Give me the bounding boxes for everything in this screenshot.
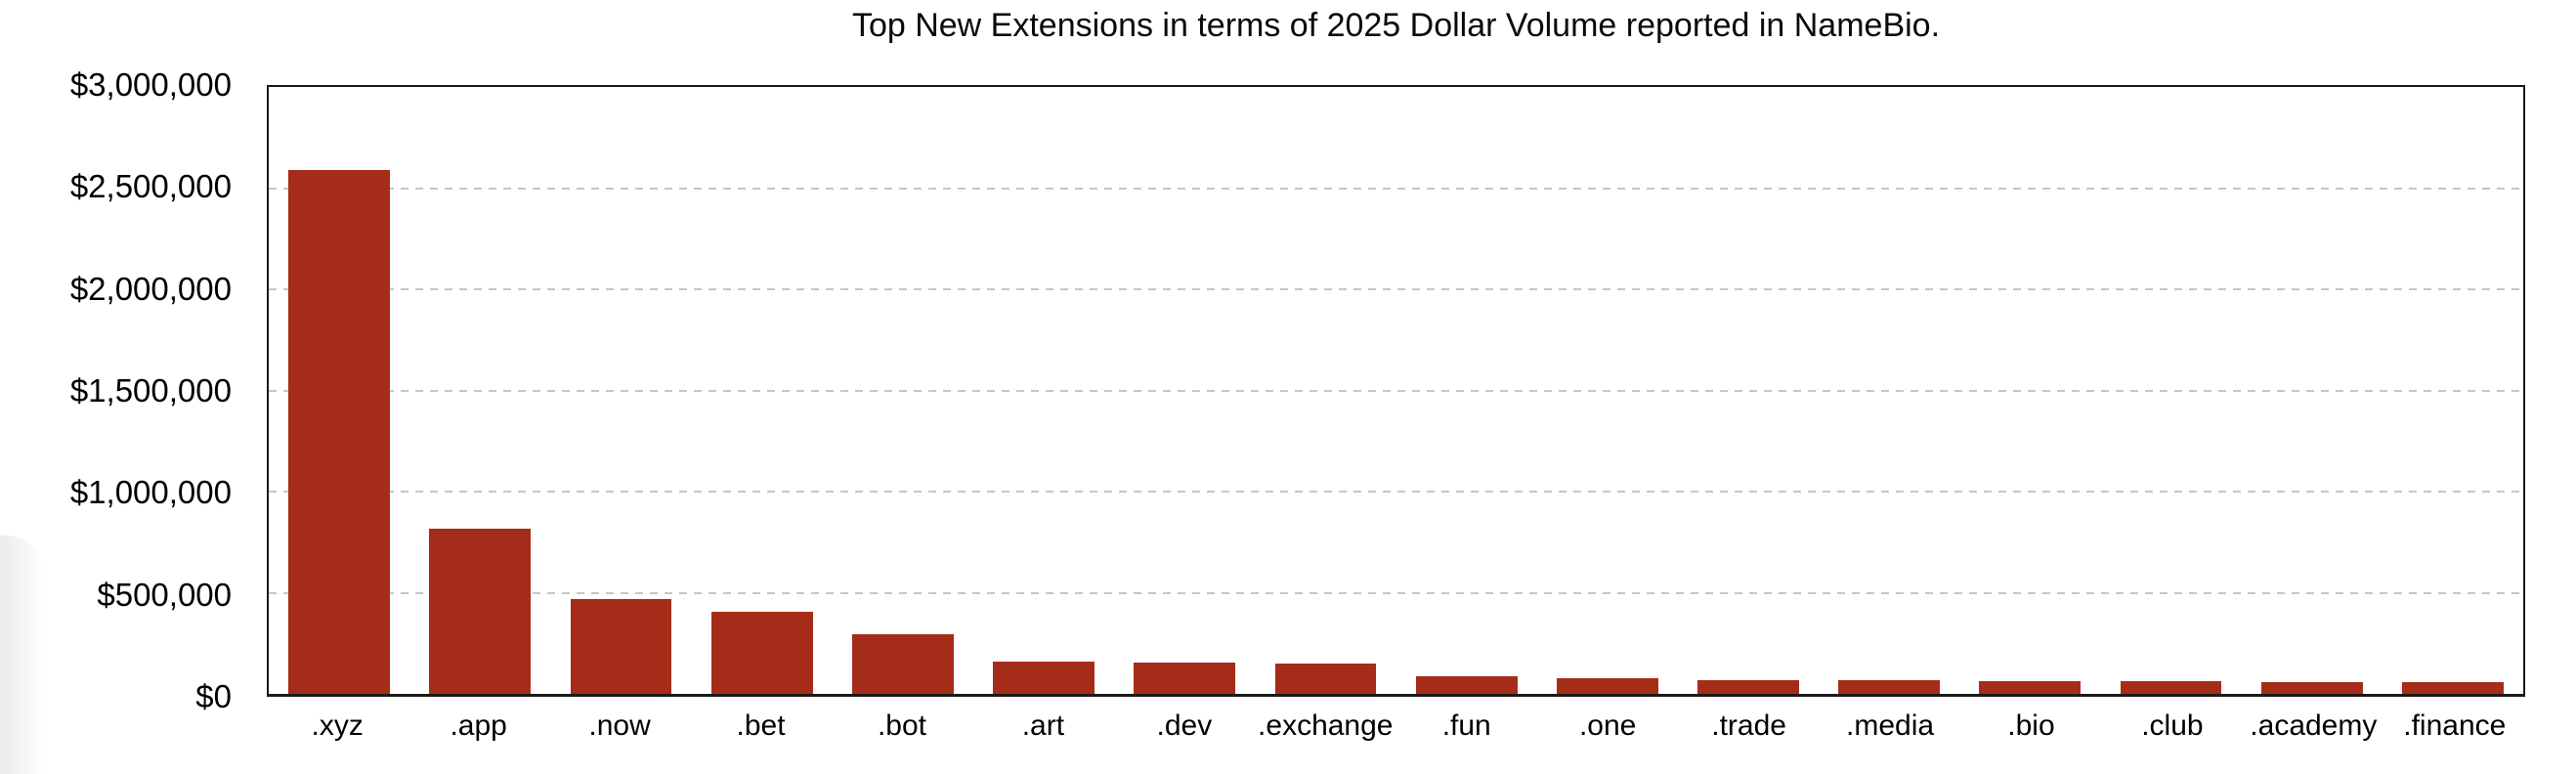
y-axis: $0 $500,000 $1,000,000 $1,500,000 $2,000,000…: [0, 66, 232, 714]
gridline: [269, 288, 2523, 290]
bar-slot: [269, 87, 409, 694]
bar-exchange: [1274, 664, 1377, 694]
bar-bot: [851, 633, 954, 694]
x-tick-label: .bet: [736, 710, 786, 742]
bar-bio: [1979, 680, 2082, 694]
bar-slot: [1819, 87, 1959, 694]
bar-fun: [1415, 676, 1518, 694]
bar-slot: [550, 87, 691, 694]
x-tick-label: .exchange: [1258, 710, 1394, 742]
y-tick-label: $2,500,000: [69, 168, 232, 205]
x-tick-label: .finance: [2403, 710, 2507, 742]
y-tick-label: $3,000,000: [69, 66, 232, 103]
bar-slot: [1678, 87, 1819, 694]
bar-academy: [2260, 681, 2363, 694]
bar-slot: [692, 87, 833, 694]
bar-club: [2120, 681, 2222, 694]
bar-app: [429, 529, 532, 694]
x-tick-label: .fun: [1441, 710, 1491, 742]
y-tick-label: $0: [195, 678, 232, 714]
gridline: [269, 591, 2523, 594]
x-tick-label: .academy: [2250, 710, 2378, 742]
bar-slot: [2242, 87, 2383, 694]
x-tick-label: .xyz: [311, 710, 364, 742]
y-tick-label: $2,000,000: [69, 270, 232, 307]
bar-bet: [710, 612, 813, 694]
bar-media: [1838, 679, 1941, 694]
x-tick-label: .art: [1021, 710, 1065, 742]
x-tick-label: .now: [588, 710, 651, 742]
x-tick-label: .one: [1578, 710, 1637, 742]
x-axis: .xyz .app .now .bet .bot .art .dev .exchange .fu…: [267, 708, 2525, 751]
bar-slot: [1959, 87, 2100, 694]
bar-slot: [833, 87, 973, 694]
gridline: [269, 389, 2523, 392]
plot-area: [267, 85, 2525, 697]
bar-one: [1556, 678, 1658, 694]
y-tick-label: $1,500,000: [69, 372, 232, 408]
x-tick-label: .app: [450, 710, 507, 742]
bar-art: [993, 661, 1095, 694]
y-tick-label: $1,000,000: [69, 474, 232, 511]
x-tick-label: .dev: [1156, 710, 1213, 742]
bar-slot: [1255, 87, 1395, 694]
bar-slot: [1537, 87, 1678, 694]
bar-xyz: [288, 169, 390, 694]
bar-now: [570, 598, 672, 694]
bar-slot: [1396, 87, 1537, 694]
bar-slot: [2100, 87, 2241, 694]
x-tick-label: .bot: [877, 710, 926, 742]
bar-slot: [2383, 87, 2523, 694]
x-tick-label: .bio: [2007, 710, 2055, 742]
x-tick-label: .trade: [1711, 710, 1786, 742]
chart-title: Top New Extensions in terms of 2025 Doll…: [851, 7, 1941, 44]
bar-finance: [2402, 682, 2504, 694]
bar-slot: [973, 87, 1114, 694]
x-tick-label: .club: [2141, 710, 2204, 742]
bar-series: [269, 87, 2523, 694]
gridline: [269, 187, 2523, 190]
bar-trade: [1697, 679, 1799, 694]
bar-slot: [409, 87, 550, 694]
x-tick-label: .media: [1846, 710, 1935, 742]
bar-slot: [1114, 87, 1255, 694]
bar-dev: [1134, 662, 1236, 694]
gridline: [269, 491, 2523, 493]
y-tick-label: $500,000: [97, 576, 232, 613]
